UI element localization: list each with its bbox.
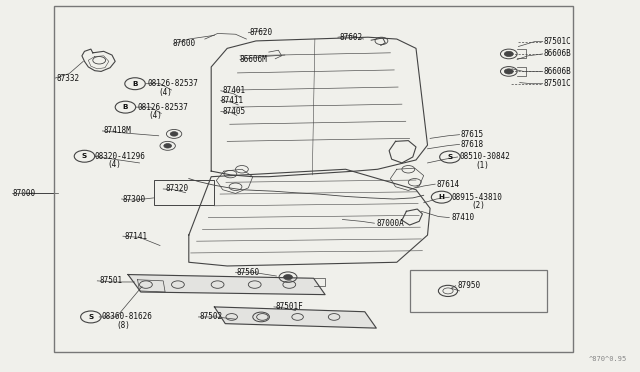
Text: S: S xyxy=(88,314,93,320)
Bar xyxy=(154,180,214,205)
Text: 87000A: 87000A xyxy=(376,219,404,228)
Text: 87602: 87602 xyxy=(339,33,362,42)
Text: 87410: 87410 xyxy=(452,213,475,222)
Text: 87501: 87501 xyxy=(99,276,122,285)
Text: S: S xyxy=(447,154,452,160)
Text: 87501C: 87501C xyxy=(544,79,572,88)
Text: 08126-82537: 08126-82537 xyxy=(147,79,198,88)
Circle shape xyxy=(170,132,178,136)
Text: 08320-41296: 08320-41296 xyxy=(95,152,145,161)
Text: (4): (4) xyxy=(108,160,122,169)
Text: 87332: 87332 xyxy=(56,74,79,83)
Text: 86606M: 86606M xyxy=(240,55,268,64)
Text: 08915-43810: 08915-43810 xyxy=(452,193,502,202)
Text: (2): (2) xyxy=(471,201,485,210)
Text: 87320: 87320 xyxy=(165,185,188,193)
Text: 87600: 87600 xyxy=(173,39,196,48)
Text: (1): (1) xyxy=(475,161,489,170)
Circle shape xyxy=(504,51,513,57)
Text: B: B xyxy=(123,104,128,110)
Text: 08126-82537: 08126-82537 xyxy=(138,103,188,112)
Text: (8): (8) xyxy=(116,321,131,330)
Text: 87405: 87405 xyxy=(223,107,246,116)
Bar xyxy=(410,270,547,312)
Bar xyxy=(54,6,573,352)
Text: 87615: 87615 xyxy=(461,130,484,139)
Text: 87950: 87950 xyxy=(458,281,481,290)
Polygon shape xyxy=(128,275,325,295)
Text: 86606B: 86606B xyxy=(544,67,572,76)
Text: 87502: 87502 xyxy=(200,312,223,321)
Text: 87418M: 87418M xyxy=(104,126,131,135)
Text: 86606B: 86606B xyxy=(544,49,572,58)
Text: 87501C: 87501C xyxy=(544,37,572,46)
Polygon shape xyxy=(214,307,376,328)
Circle shape xyxy=(284,275,292,280)
Text: 87411: 87411 xyxy=(221,96,244,105)
Text: 87560: 87560 xyxy=(237,268,260,277)
Text: B: B xyxy=(132,81,138,87)
Text: 87501F: 87501F xyxy=(275,302,303,311)
Text: 87401: 87401 xyxy=(223,86,246,95)
Text: S: S xyxy=(82,153,87,159)
Text: 08360-81626: 08360-81626 xyxy=(101,312,152,321)
Text: 87620: 87620 xyxy=(250,28,273,37)
Text: 87618: 87618 xyxy=(461,140,484,149)
Text: ^870^0.95: ^870^0.95 xyxy=(589,356,627,362)
Text: 87300: 87300 xyxy=(123,195,146,203)
Text: (4): (4) xyxy=(159,88,173,97)
Text: 87141: 87141 xyxy=(125,232,148,241)
Text: (4): (4) xyxy=(148,111,163,120)
Text: 87000: 87000 xyxy=(13,189,36,198)
Circle shape xyxy=(504,69,513,74)
Circle shape xyxy=(164,144,172,148)
Text: 08510-30842: 08510-30842 xyxy=(460,153,510,161)
Text: 87614: 87614 xyxy=(436,180,460,189)
Text: H: H xyxy=(438,194,445,200)
